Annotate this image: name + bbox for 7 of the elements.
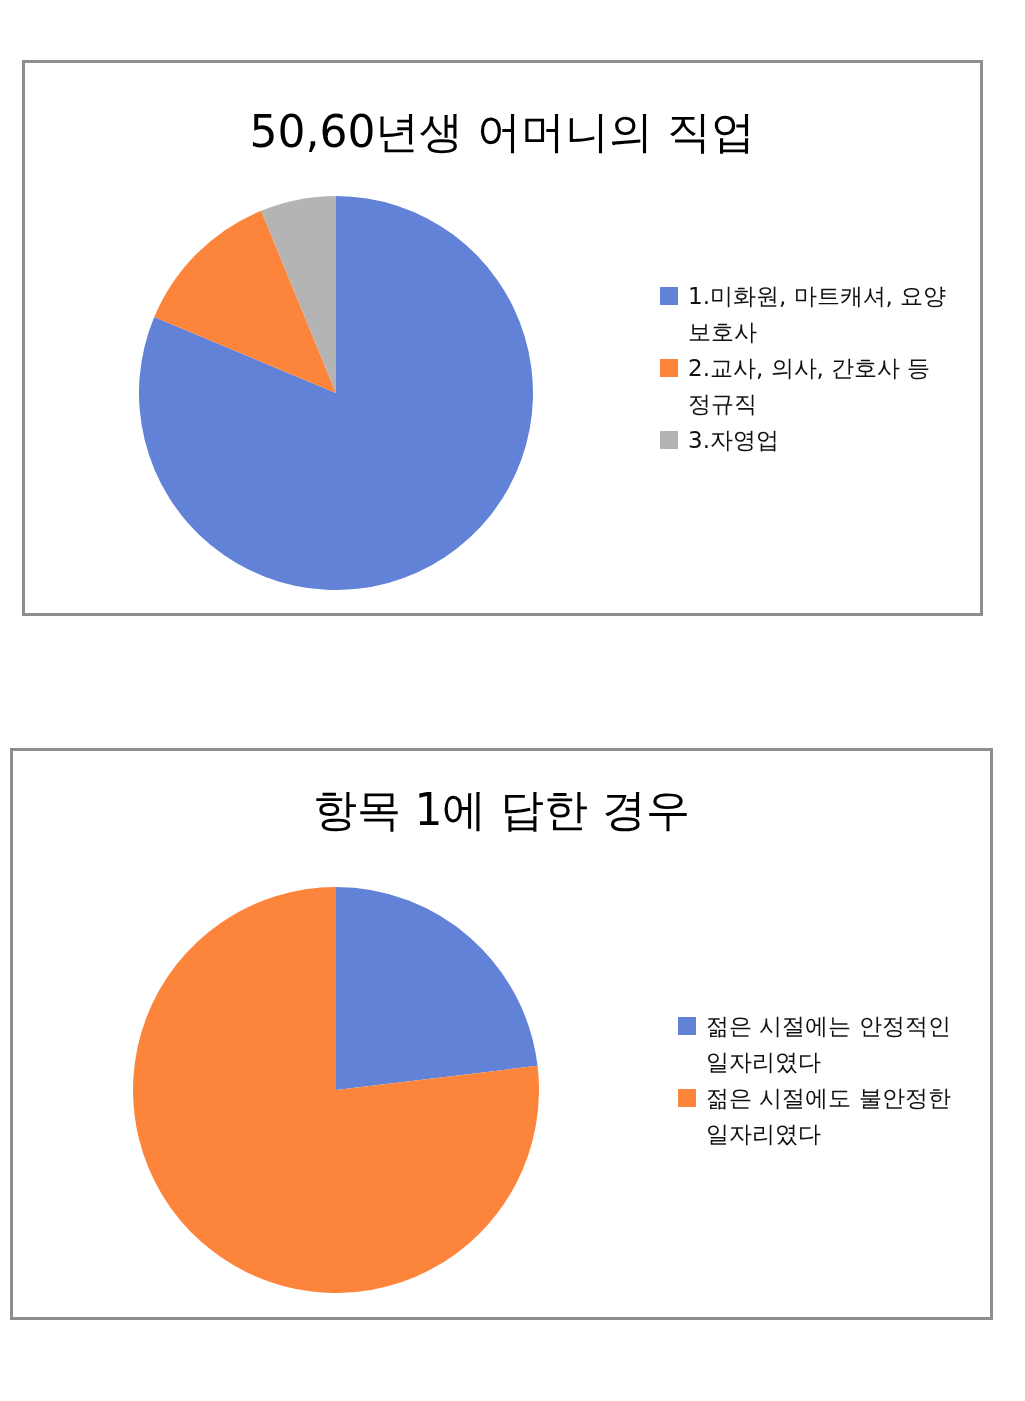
legend-label: 젊은 시절에도 불안정한 일자리였다 — [706, 1085, 951, 1147]
legend-label: 2.교사, 의사, 간호사 등 정규직 — [688, 355, 931, 417]
chart-title: 50,60년생 어머니의 직업 — [248, 105, 757, 159]
legend-label: 1.미화원, 마트캐셔, 요양보호사 — [688, 283, 947, 345]
chart-title: 항목 1에 답한 경우 — [311, 783, 692, 837]
legend-label: 젊은 시절에는 안정적인 일자리였다 — [706, 1013, 951, 1075]
legend-label: 3.자영업 — [688, 427, 779, 453]
